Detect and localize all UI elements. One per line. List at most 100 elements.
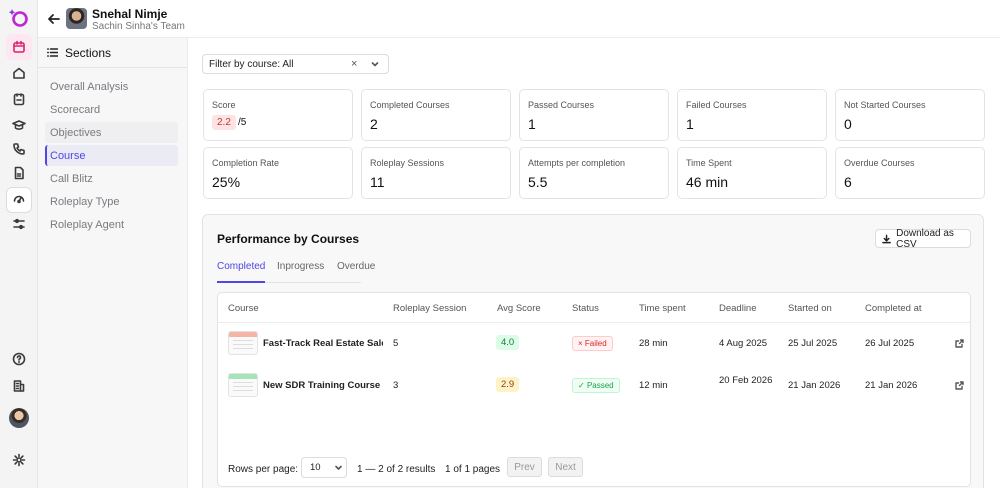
stat-label: Time Spent — [686, 158, 732, 168]
calendar-icon[interactable] — [6, 34, 32, 60]
table-row[interactable]: Fast-Track Real Estate Sales Course 5 4.… — [218, 323, 970, 365]
course-filter-select[interactable]: Filter by course: All × — [202, 54, 389, 74]
stat-label: Overdue Courses — [844, 158, 915, 168]
column-header: Time spent — [639, 303, 686, 314]
clear-filter-icon[interactable]: × — [351, 58, 358, 70]
stat-label: Completion Rate — [212, 158, 280, 168]
status-text: Failed — [584, 339, 607, 348]
chevron-down-icon — [334, 463, 343, 472]
icon-rail — [0, 0, 38, 488]
external-link-icon[interactable] — [955, 379, 964, 390]
chevron-down-icon[interactable] — [370, 59, 380, 69]
stat-label: Failed Courses — [686, 100, 747, 110]
home-icon[interactable] — [6, 60, 32, 86]
passed-check-icon: ✓ — [578, 381, 585, 390]
stat-label: Completed Courses — [370, 100, 450, 110]
sections-header: Sections — [38, 38, 187, 68]
score-badge: 2.2 — [212, 115, 236, 130]
column-header: Deadline — [719, 303, 757, 314]
rows-per-page-value: 10 — [310, 462, 321, 473]
user-name: Snehal Nimje — [92, 7, 168, 21]
filter-label: Filter by course: All — [209, 58, 294, 70]
main-content: Filter by course: All × Score 2.2 /5 Com… — [188, 38, 1000, 488]
stat-card-not-started-courses: Not Started Courses 0 — [835, 89, 985, 141]
completed-at: 26 Jul 2025 — [865, 338, 915, 349]
roleplay-icon[interactable] — [6, 187, 32, 213]
started-on: 25 Jul 2025 — [788, 338, 838, 349]
performance-panel: Performance by Courses Download as CSV C… — [202, 214, 984, 488]
stat-value: 25% — [212, 174, 241, 190]
column-header: Roleplay Session — [393, 303, 467, 314]
tab-inprogress[interactable]: Inprogress — [277, 261, 325, 272]
avg-score-badge: 4.0 — [496, 335, 520, 350]
settings-icon[interactable] — [6, 447, 32, 473]
course-tabs: Completed Inprogress Overdue — [217, 261, 375, 283]
help-icon[interactable] — [6, 346, 32, 372]
next-button[interactable]: Next — [548, 457, 583, 477]
rows-per-page-select[interactable]: 10 — [301, 457, 347, 478]
table-row[interactable]: New SDR Training Course 3 2.9 ✓ Passed 1… — [218, 365, 970, 407]
course-name: New SDR Training Course — [263, 380, 381, 391]
stat-value: 46 min — [686, 174, 729, 190]
thumb-bar — [229, 332, 257, 337]
user-avatar[interactable] — [9, 408, 29, 428]
time-spent: 12 min — [639, 380, 668, 391]
pagination: Rows per page: 10 1 — 2 of 2 results 1 o… — [218, 457, 970, 479]
phone-icon[interactable] — [6, 136, 32, 162]
column-header: Completed at — [865, 303, 922, 314]
document-icon[interactable] — [6, 160, 32, 186]
deadline: 20 Feb 2026 — [719, 375, 773, 386]
sections-title: Sections — [65, 45, 112, 60]
logo-icon[interactable] — [8, 6, 30, 28]
download-label: Download as CSV — [896, 227, 954, 250]
page-count: 1 of 1 pages — [445, 464, 501, 475]
status-badge: ✓ Passed — [572, 378, 620, 393]
prev-button[interactable]: Prev — [507, 457, 542, 477]
stat-card-time-spent: Time Spent 46 min — [677, 147, 827, 199]
download-icon — [882, 234, 891, 243]
back-arrow-icon[interactable] — [47, 12, 61, 26]
section-item-call-blitz[interactable]: Call Blitz — [50, 172, 93, 185]
stat-value: 2 — [370, 116, 378, 132]
stat-card-completion-rate: Completion Rate 25% — [203, 147, 353, 199]
section-item-overall-analysis[interactable]: Overall Analysis — [50, 80, 129, 93]
graduation-cap-icon[interactable] — [6, 112, 32, 138]
courses-table: Course Roleplay Session Avg Score Status… — [217, 292, 971, 487]
stat-value: 0 — [844, 116, 852, 132]
section-item-scorecard[interactable]: Scorecard — [50, 103, 101, 116]
building-icon[interactable] — [6, 373, 32, 399]
roleplay-sessions: 5 — [393, 338, 399, 349]
stat-card-attempts-per-completion: Attempts per completion 5.5 — [519, 147, 669, 199]
stat-label: Score — [212, 100, 236, 110]
sliders-icon[interactable] — [6, 211, 32, 237]
header-divider — [218, 322, 970, 323]
profile-avatar — [66, 8, 87, 29]
started-on: 21 Jan 2026 — [788, 380, 841, 391]
column-header: Status — [572, 303, 599, 314]
tab-overdue[interactable]: Overdue — [337, 261, 376, 272]
sections-panel: Sections Overall Analysis Scorecard Obje… — [38, 38, 188, 488]
performance-title: Performance by Courses — [217, 232, 360, 246]
tab-completed[interactable]: Completed — [217, 261, 266, 283]
stat-card-overdue-courses: Overdue Courses 6 — [835, 147, 985, 199]
column-header: Avg Score — [497, 303, 541, 314]
stat-card-completed-courses: Completed Courses 2 — [361, 89, 511, 141]
external-link-icon[interactable] — [955, 337, 964, 348]
stat-label: Not Started Courses — [844, 100, 926, 110]
download-csv-button[interactable]: Download as CSV — [875, 227, 971, 250]
list-icon — [47, 48, 58, 57]
stat-value: 6 — [844, 174, 852, 190]
page-header: Snehal Nimje Sachin Sinha's Team — [38, 0, 1000, 38]
section-item-objectives[interactable]: Objectives — [45, 122, 178, 143]
roleplay-sessions: 3 — [393, 380, 399, 391]
clipboard-icon[interactable] — [6, 86, 32, 112]
avg-score-badge: 2.9 — [496, 377, 520, 392]
section-item-course[interactable]: Course — [45, 145, 178, 166]
stat-card-score: Score 2.2 /5 — [203, 89, 353, 141]
section-item-roleplay-agent[interactable]: Roleplay Agent — [50, 218, 124, 231]
stat-value: 1 — [686, 116, 694, 132]
course-thumbnail — [228, 373, 258, 397]
stat-label: Attempts per completion — [528, 158, 626, 168]
rows-per-page-label: Rows per page: — [228, 464, 299, 475]
section-item-roleplay-type[interactable]: Roleplay Type — [50, 195, 120, 208]
